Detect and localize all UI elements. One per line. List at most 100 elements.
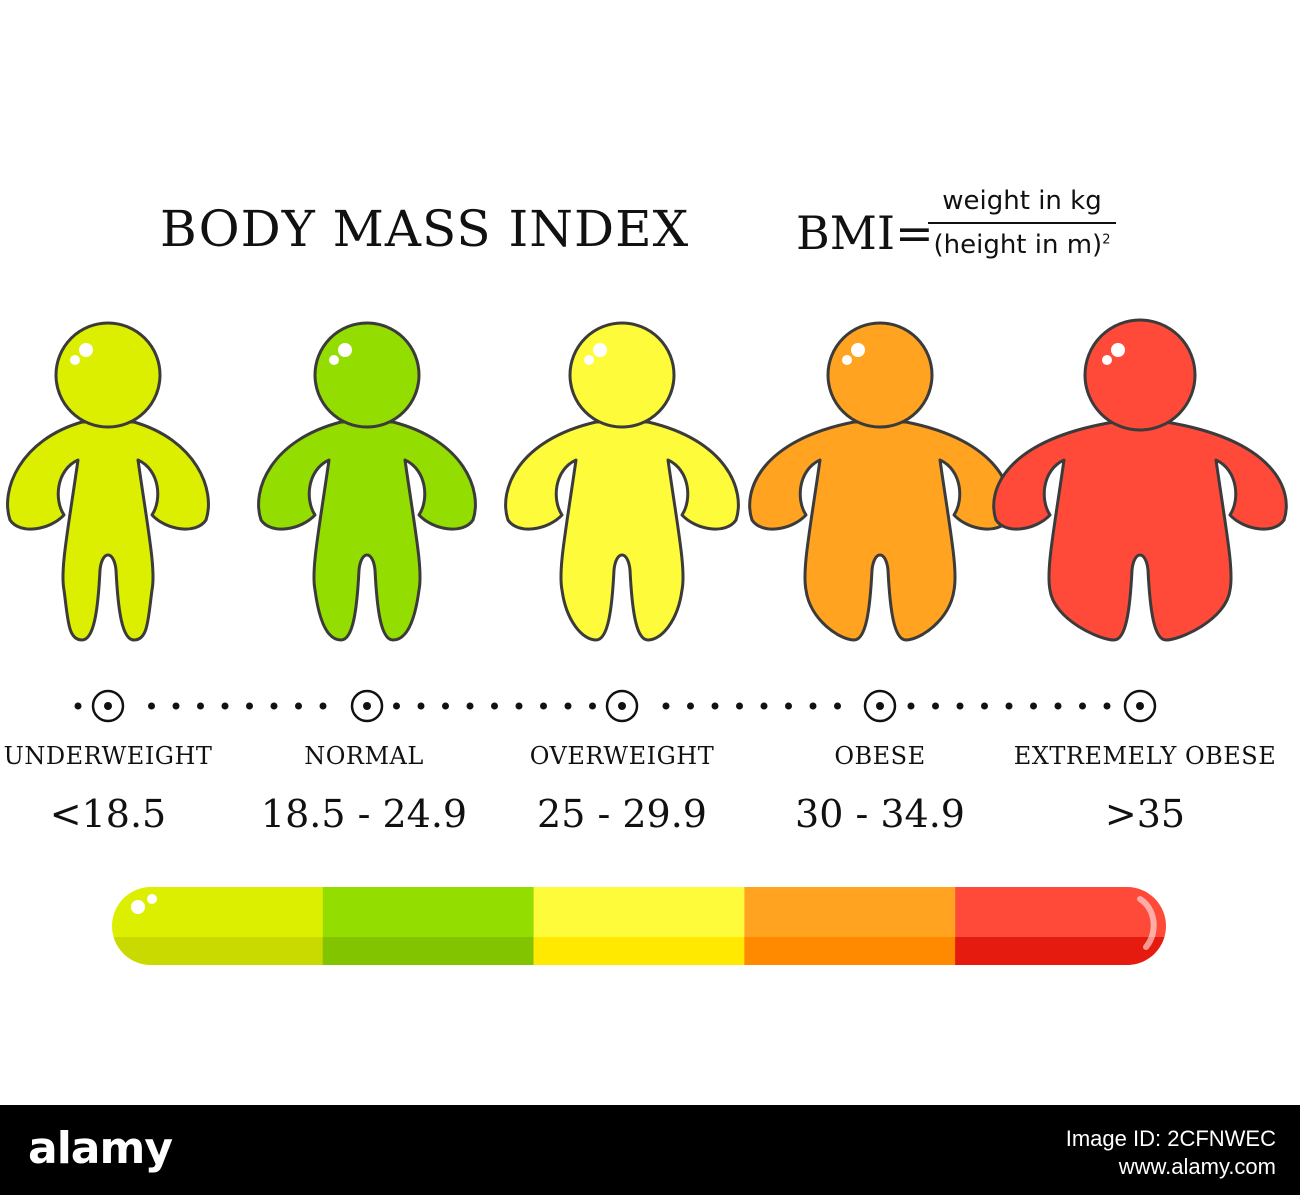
scale-dot — [760, 702, 768, 710]
formula-fraction: weight in kg (height in m)2 — [928, 186, 1116, 260]
footer-bar: alamy Image ID: 2CFNWEC www.alamy.com — [0, 1105, 1300, 1195]
bmi-color-scale-bar — [112, 887, 1166, 965]
formula-numerator: weight in kg — [942, 186, 1102, 216]
scale-dot — [295, 702, 302, 710]
scale-marker-center — [104, 702, 112, 710]
scale-dot — [711, 702, 719, 710]
scale-dot — [956, 702, 964, 710]
scale-dot — [907, 702, 915, 710]
head-highlight — [593, 343, 607, 357]
figure-head — [826, 321, 934, 429]
scale-marker — [863, 689, 897, 723]
figure-normal — [257, 321, 477, 642]
scale-dot — [564, 702, 572, 710]
category-label: OVERWEIGHT — [529, 742, 715, 770]
scale-segment-shade — [322, 937, 535, 965]
scale-marker-center — [618, 702, 626, 710]
scale-dot — [809, 702, 817, 710]
footer-meta: Image ID: 2CFNWEC www.alamy.com — [1066, 1125, 1276, 1181]
site-url: www.alamy.com — [1118, 1154, 1276, 1179]
scale-dot — [662, 702, 670, 710]
scale-dot — [1103, 702, 1111, 710]
category-labels: UNDERWEIGHT <18.5 NORMAL 18.5 - 24.9 OVERWEI… — [0, 740, 1300, 840]
formula-exponent: 2 — [1102, 232, 1111, 248]
figure-head — [1083, 318, 1197, 432]
scale-highlight — [147, 894, 157, 904]
scale-dot — [981, 702, 988, 710]
denominator-text: (height in m) — [933, 230, 1103, 260]
scale-dot — [442, 702, 449, 710]
scale-dot — [172, 702, 180, 710]
figure-body — [992, 420, 1288, 642]
scale-marker-center — [876, 702, 884, 710]
formula-lhs: BMI= — [796, 206, 934, 260]
scale-dot — [932, 702, 939, 710]
scale-dot — [736, 702, 743, 710]
scale-marker-center — [1136, 702, 1144, 710]
category-range: 25 - 29.9 — [537, 792, 707, 836]
category-range: <18.5 — [49, 792, 167, 836]
scale-marker-center — [363, 702, 371, 710]
dotted-scale-line — [74, 689, 1157, 723]
scale-dot — [1054, 702, 1062, 710]
head-highlight — [1111, 343, 1125, 357]
scale-dot — [74, 702, 82, 710]
scale-dot — [246, 702, 253, 710]
scale-dot — [393, 702, 400, 710]
scale-dot — [589, 702, 596, 710]
scale-marker — [605, 689, 639, 723]
scale-dot — [197, 702, 204, 710]
scale-dot — [1030, 702, 1037, 710]
figure-extremely-obese — [992, 318, 1288, 642]
category-range: >35 — [1104, 792, 1186, 836]
category-label: NORMAL — [304, 742, 424, 770]
scale-dot — [319, 702, 327, 710]
category-range: 30 - 34.9 — [795, 792, 965, 836]
scale-segment-shade — [112, 937, 324, 965]
head-highlight — [79, 343, 93, 357]
scale-segment-shade — [533, 937, 746, 965]
formula-denominator: (height in m)2 — [928, 224, 1116, 260]
scale-dot — [540, 702, 547, 710]
figure-head — [568, 321, 676, 429]
scale-dot — [148, 702, 155, 710]
figure-head — [54, 321, 162, 429]
scale-dot — [834, 702, 841, 710]
scale-dot — [417, 702, 425, 710]
category-label: EXTREMELY OBESE — [1013, 742, 1277, 770]
head-highlight — [338, 343, 352, 357]
figure-body — [257, 420, 477, 642]
figure-body — [748, 420, 1012, 642]
head-highlight — [584, 355, 594, 365]
figure-underweight — [6, 321, 210, 642]
head-highlight — [851, 343, 865, 357]
image-id: Image ID: 2CFNWEC — [1065, 1126, 1276, 1151]
figure-overweight — [504, 321, 740, 642]
scale-dot — [221, 702, 229, 710]
head-highlight — [1102, 355, 1112, 365]
page-title: BODY MASS INDEX — [160, 200, 690, 258]
category-label: OBESE — [834, 742, 926, 770]
scale-segment-shade — [744, 937, 957, 965]
figure-body — [6, 420, 210, 642]
bmi-formula: BMI= weight in kg (height in m)2 — [796, 186, 1156, 276]
scale-highlight — [131, 900, 145, 914]
category-range: 18.5 - 24.9 — [260, 792, 468, 836]
scale-dot — [491, 702, 498, 710]
head-highlight — [70, 355, 80, 365]
scale-marker — [91, 689, 125, 723]
scale-dot — [785, 702, 792, 710]
scale-dot — [466, 702, 474, 710]
body-figures — [6, 318, 1288, 642]
scale-dot — [270, 702, 278, 710]
scale-dot — [687, 702, 694, 710]
scale-marker — [1123, 689, 1157, 723]
scale-marker — [350, 689, 384, 723]
category-label: UNDERWEIGHT — [3, 742, 213, 770]
head-highlight — [842, 355, 852, 365]
figure-body — [504, 420, 740, 642]
figure-head — [313, 321, 421, 429]
scale-segment-shade — [955, 937, 1166, 965]
head-highlight — [329, 355, 339, 365]
scale-dot — [515, 702, 523, 710]
